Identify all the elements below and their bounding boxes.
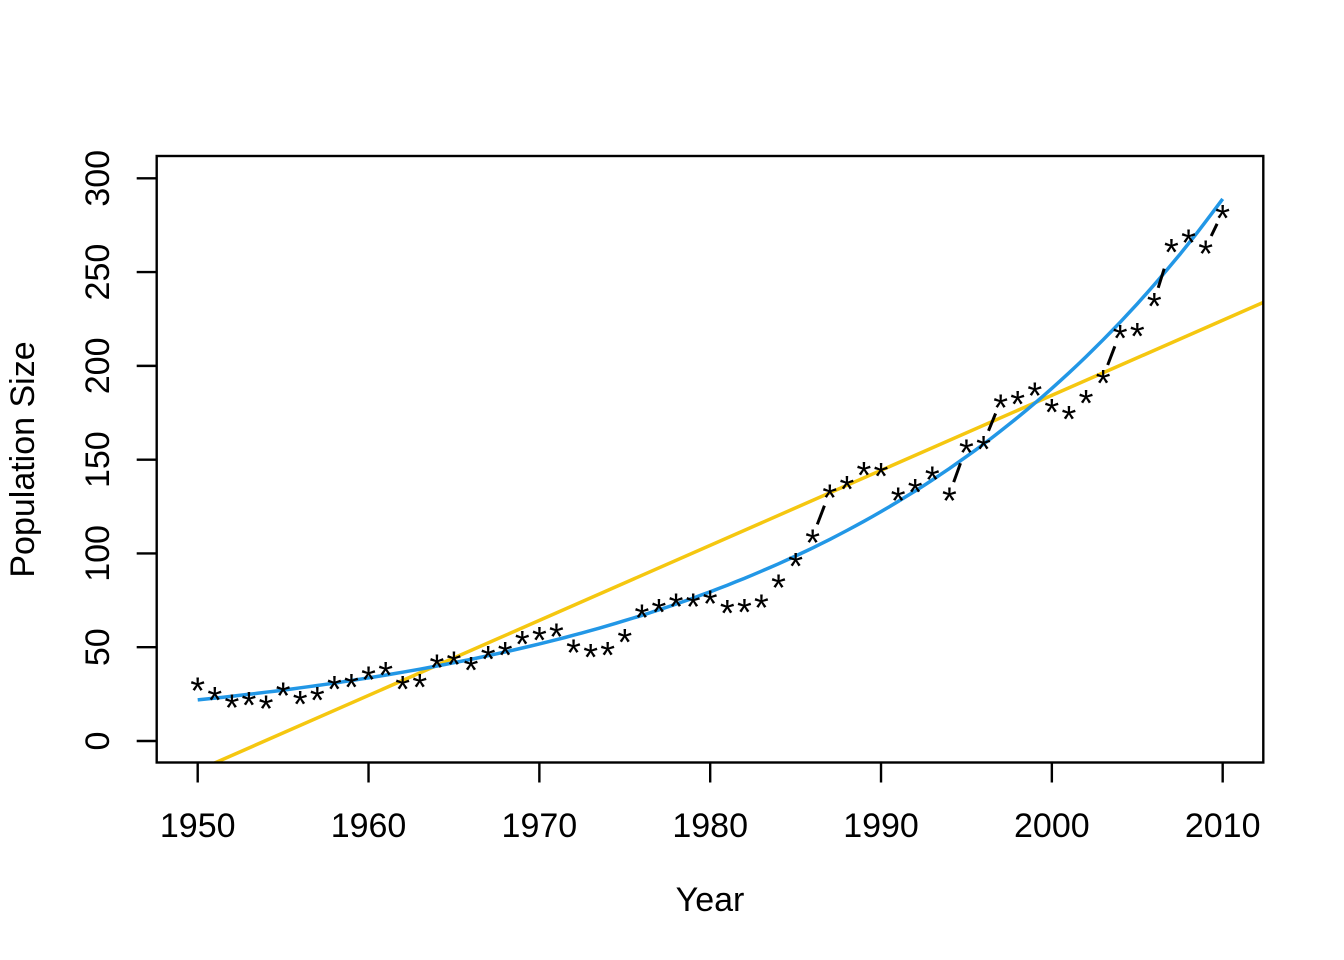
x-tick-label: 1990 <box>843 807 919 845</box>
data-point-marker: * <box>1215 198 1230 240</box>
data-point-marker: * <box>549 616 564 658</box>
data-point-marker: * <box>976 429 991 471</box>
data-point-marker: * <box>361 660 376 702</box>
dashed-connector-segment <box>952 458 964 483</box>
y-tick-label: 200 <box>79 337 117 394</box>
data-point-marker: * <box>908 472 923 514</box>
data-point-marker: * <box>617 622 632 664</box>
data-point-marker: * <box>942 480 957 522</box>
data-point-marker: * <box>515 624 530 666</box>
data-point-marker: * <box>857 455 872 497</box>
x-axis: 1950 1960 1970 1980 1990 2000 2010 <box>160 762 1261 845</box>
dashed-connector-segment <box>1209 223 1219 237</box>
y-axis-title: Population Size <box>4 341 42 577</box>
dashed-connector-segment <box>1156 257 1169 289</box>
x-tick-label: 1950 <box>160 807 236 845</box>
data-points: * * * * * * * * * * * * * * * * * * * * * * * * * ** * * * * * * * **** * *… <box>190 198 1230 730</box>
data-point-marker: * <box>1079 383 1094 425</box>
data-point-marker: * <box>276 675 291 717</box>
data-point-marker: * <box>447 645 462 687</box>
data-point-marker: * <box>190 671 205 713</box>
data-point-marker: * <box>412 667 427 709</box>
data-point-marker: * <box>959 433 974 475</box>
x-tick-label: 1960 <box>331 807 407 845</box>
x-tick-label: 1980 <box>672 807 748 845</box>
data-point-marker: * <box>874 456 889 498</box>
data-point-marker: * <box>1062 399 1077 441</box>
y-tick-label: 50 <box>79 628 117 666</box>
data-point-marker: * <box>310 680 325 722</box>
x-tick-label: 2010 <box>1185 807 1261 845</box>
data-point-marker: * <box>481 639 496 681</box>
data-point-marker: * <box>259 689 274 731</box>
linear-fit-line <box>211 300 1264 763</box>
data-point-marker: * <box>207 680 222 722</box>
data-point-marker: * <box>378 655 393 697</box>
linear-fit-segment <box>211 300 1264 763</box>
data-point-marker: * <box>1113 318 1128 360</box>
data-point-marker: * <box>993 388 1008 430</box>
data-point-marker: * <box>583 637 598 679</box>
y-axis: 0 50 100 150 200 250 300 <box>79 150 157 751</box>
data-point-marker: * <box>771 568 786 610</box>
data-point-marker: * <box>840 469 855 511</box>
data-point-marker: * <box>1130 316 1145 358</box>
data-point-marker: * <box>293 684 308 726</box>
data-point-marker: * <box>652 592 667 634</box>
data-point-marker: * <box>327 669 342 711</box>
exponential-fit-line <box>197 197 1225 702</box>
data-point-marker: * <box>822 478 837 520</box>
data-point-marker: * <box>686 586 701 628</box>
dashed-connector-segment <box>987 412 997 432</box>
data-point-marker: * <box>464 650 479 692</box>
plot-box <box>155 154 1265 764</box>
data-point-marker: * <box>1010 384 1025 426</box>
data-point-marker: * <box>788 546 803 588</box>
data-point-marker: * <box>1198 234 1213 276</box>
x-tick-label: 2000 <box>1014 807 1090 845</box>
data-point-marker: * <box>395 669 410 711</box>
data-point-marker: * <box>805 523 820 565</box>
dashed-connector-segment <box>1106 343 1118 366</box>
data-point-marker: * <box>532 620 547 662</box>
y-tick-label: 0 <box>79 732 117 751</box>
x-axis-title: Year <box>676 881 745 919</box>
y-tick-label: 150 <box>79 431 117 488</box>
dashed-series-line <box>815 223 1219 525</box>
data-point-marker: * <box>225 688 240 730</box>
data-point-marker: * <box>498 635 513 677</box>
data-point-marker: * <box>1096 363 1111 405</box>
data-point-marker: * <box>891 480 906 522</box>
data-point-marker: * <box>737 592 752 634</box>
data-point-marker: * <box>1044 392 1059 434</box>
data-point-marker: * <box>566 632 581 674</box>
x-tick-label: 1970 <box>502 807 578 845</box>
data-point-marker: * <box>1164 232 1179 274</box>
dashed-connector-segment <box>815 503 827 525</box>
data-point-marker: * <box>600 635 615 677</box>
data-point-marker: * <box>635 598 650 640</box>
y-tick-label: 250 <box>79 244 117 301</box>
data-point-marker: * <box>720 593 735 635</box>
exponential-fit-curve <box>197 197 1225 702</box>
data-point-marker: * <box>754 587 769 629</box>
data-point-marker: * <box>669 586 684 628</box>
data-point-marker: * <box>1147 286 1162 328</box>
data-point-marker: * <box>242 685 257 727</box>
y-tick-label: 100 <box>79 525 117 582</box>
data-point-marker: * <box>1027 375 1042 417</box>
data-point-marker: * <box>344 667 359 709</box>
data-point-marker: * <box>430 647 445 689</box>
data-point-marker: * <box>703 584 718 626</box>
data-point-marker: * <box>925 460 940 502</box>
data-point-marker: * <box>1181 222 1196 264</box>
y-tick-label: 300 <box>79 150 117 207</box>
